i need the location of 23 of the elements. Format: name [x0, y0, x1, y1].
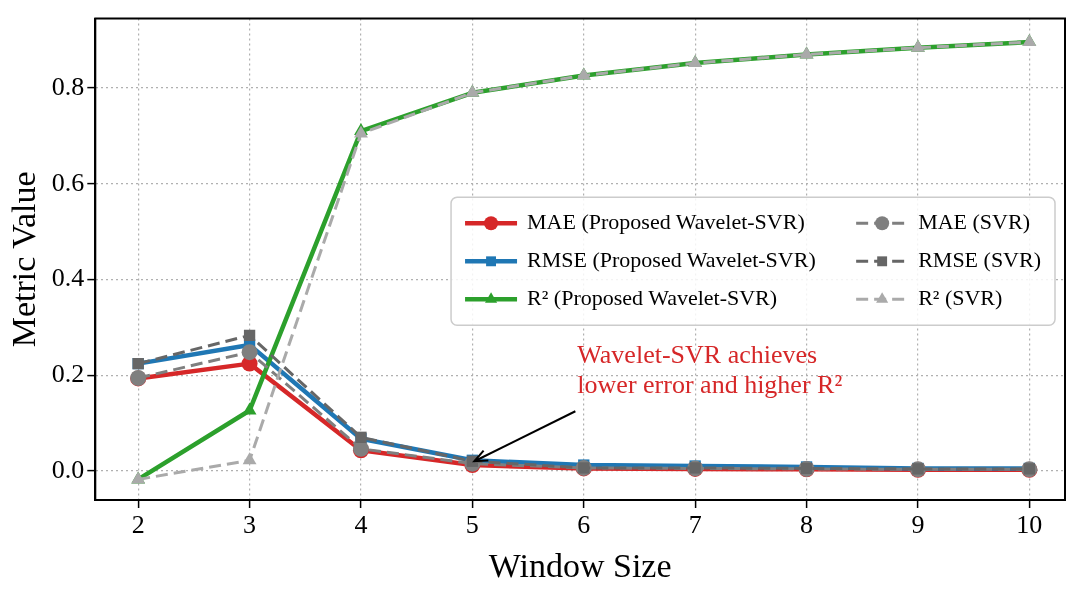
- annotation: Wavelet-SVR achieves lower error and higher R²: [577, 340, 843, 400]
- y-tick-label: 0.2: [51, 358, 85, 388]
- x-tick-label: 5: [465, 510, 479, 540]
- x-tick-label: 4: [354, 510, 368, 540]
- y-tick-label: 0.8: [51, 71, 85, 101]
- legend-label: R² (Proposed Wavelet-SVR): [527, 285, 778, 311]
- legend-label: MAE (SVR): [918, 209, 1030, 235]
- x-tick-label: 9: [911, 510, 925, 540]
- y-tick-label: 0.0: [51, 454, 85, 484]
- x-axis-title: Window Size: [488, 546, 672, 584]
- x-tick-label: 8: [800, 510, 814, 540]
- x-tick-label: 7: [688, 510, 702, 540]
- x-tick-label: 2: [131, 510, 145, 540]
- y-tick-label: 0.4: [51, 263, 85, 293]
- legend-label: RMSE (SVR): [918, 247, 1041, 273]
- x-tick-label: 10: [1016, 510, 1043, 540]
- y-axis-title: Metric Value: [5, 171, 43, 348]
- legend-label: R² (SVR): [918, 285, 1003, 311]
- legend-label: RMSE (Proposed Wavelet-SVR): [527, 247, 816, 273]
- y-tick-label: 0.6: [51, 167, 85, 197]
- x-tick-label: 6: [577, 510, 591, 540]
- x-tick-label: 3: [243, 510, 257, 540]
- legend-label: MAE (Proposed Wavelet-SVR): [527, 209, 805, 235]
